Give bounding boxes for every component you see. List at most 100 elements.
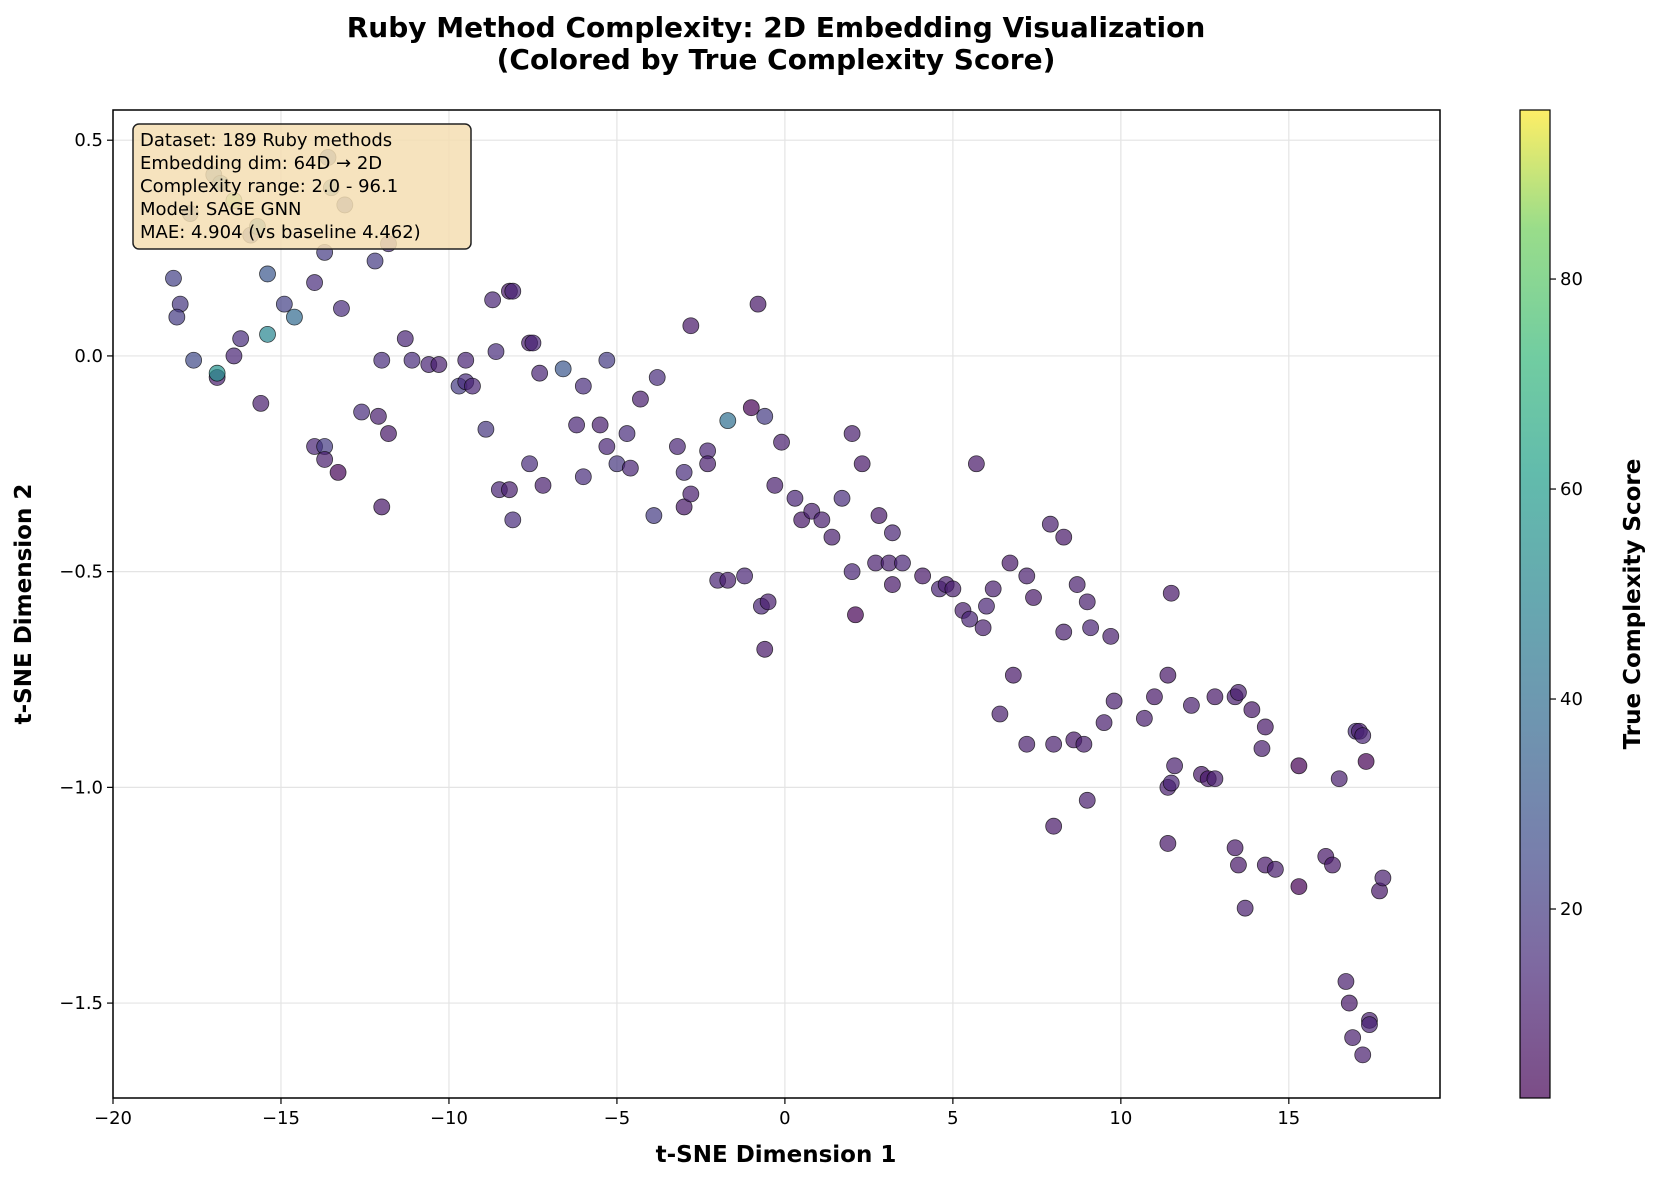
data-point-80: [736, 567, 753, 585]
data-point-93: [823, 528, 841, 546]
data-point-104: [894, 554, 911, 572]
data-point-2: [168, 308, 186, 326]
data-point-69: [648, 369, 666, 386]
x-axis-label: t-SNE Dimension 1: [656, 1142, 897, 1168]
data-point-135: [1135, 709, 1153, 727]
x-axis-ticks: −20 −15 −10 −5 0 5 10 15: [94, 1098, 1300, 1129]
data-point-147: [1206, 770, 1224, 788]
data-point-9: [185, 351, 203, 369]
data-point-82: [749, 295, 767, 313]
data-point-51: [504, 511, 522, 529]
data-point-18: [286, 308, 303, 326]
info-line-complexity: Complexity range: 2.0 - 96.1: [140, 176, 398, 197]
data-point-87: [766, 476, 784, 494]
data-points: [165, 149, 1392, 1064]
data-point-140: [1162, 584, 1180, 602]
data-point-89: [786, 489, 804, 507]
data-point-149: [1226, 839, 1244, 857]
y-tick-label-0: 0.5: [74, 130, 103, 151]
data-point-74: [682, 317, 700, 335]
x-tick-label-7: 15: [1277, 1108, 1300, 1129]
data-point-45: [484, 291, 502, 309]
data-point-163: [1337, 973, 1355, 990]
data-point-16: [259, 325, 276, 343]
data-point-169: [1354, 1046, 1372, 1064]
data-point-70: [668, 438, 686, 455]
data-point-97: [847, 606, 864, 624]
colorbar-label: True Complexity Score: [1620, 459, 1646, 750]
data-point-33: [373, 351, 391, 369]
data-point-15: [259, 265, 276, 283]
data-point-125: [1055, 623, 1073, 641]
data-point-162: [1330, 770, 1348, 788]
colorbar-tick-label-3: 80: [1560, 269, 1583, 290]
data-point-154: [1253, 740, 1271, 757]
data-point-164: [1340, 994, 1358, 1012]
data-point-34: [380, 425, 397, 442]
data-point-115: [991, 705, 1009, 723]
data-point-31: [353, 403, 371, 421]
colorbar-gradient: [1519, 109, 1551, 1099]
data-point-37: [403, 351, 421, 369]
data-point-57: [554, 360, 572, 378]
x-tick-label-1: −15: [262, 1108, 300, 1129]
data-point-155: [1256, 718, 1274, 736]
data-point-66: [621, 459, 639, 477]
data-point-86: [759, 593, 777, 611]
data-point-150: [1230, 684, 1247, 701]
data-point-136: [1146, 688, 1163, 706]
data-point-29: [316, 451, 334, 468]
info-box-background: [132, 123, 472, 250]
data-point-170: [1357, 753, 1375, 770]
data-point-17: [275, 295, 293, 313]
data-point-11: [208, 364, 226, 382]
data-point-42: [457, 351, 475, 369]
data-point-62: [598, 351, 616, 369]
x-tick-label-0: −20: [94, 1108, 132, 1129]
data-point-108: [944, 580, 962, 598]
data-point-94: [833, 489, 851, 507]
data-point-124: [1055, 528, 1073, 546]
data-point-110: [961, 610, 979, 628]
data-point-79: [719, 412, 737, 430]
data-point-95: [843, 425, 861, 442]
data-point-36: [396, 330, 414, 348]
data-point-96: [843, 563, 861, 581]
data-point-151: [1230, 856, 1247, 874]
data-point-165: [1344, 1029, 1362, 1046]
data-point-25: [366, 252, 384, 270]
data-point-127: [1068, 576, 1086, 593]
data-point-168: [1354, 727, 1372, 744]
y-axis-label: t-SNE Dimension 2: [11, 484, 37, 725]
data-point-49: [504, 282, 522, 300]
data-point-157: [1266, 860, 1284, 878]
data-point-120: [1025, 589, 1042, 606]
info-line-mae: MAE: 4.904 (vs baseline 4.462): [140, 222, 421, 243]
data-point-19: [306, 274, 323, 291]
data-point-117: [1004, 666, 1022, 684]
data-point-114: [984, 580, 1002, 598]
data-point-54: [521, 455, 538, 473]
y-tick-label-1: 0.0: [74, 346, 103, 367]
data-point-142: [1166, 757, 1183, 775]
info-line-embedding: Embedding dim: 64D → 2D: [140, 153, 382, 174]
data-point-76: [699, 455, 717, 473]
x-tick-label-3: −5: [604, 1108, 631, 1129]
colorbar-ticks: 20 40 60 80: [1550, 269, 1583, 920]
data-point-153: [1243, 701, 1261, 719]
x-tick-label-6: 10: [1109, 1108, 1132, 1129]
data-point-122: [1045, 735, 1063, 753]
data-point-84: [756, 407, 774, 425]
data-point-141: [1162, 774, 1180, 792]
data-point-137: [1159, 666, 1177, 684]
data-point-118: [1018, 735, 1036, 753]
data-point-143: [1182, 696, 1200, 714]
data-point-73: [682, 485, 700, 503]
data-point-44: [477, 420, 495, 438]
data-point-32: [369, 407, 387, 425]
y-tick-label-2: −0.5: [59, 562, 103, 583]
data-point-134: [1105, 692, 1123, 710]
data-point-146: [1206, 688, 1224, 706]
data-point-132: [1095, 714, 1113, 732]
data-point-133: [1102, 627, 1120, 645]
